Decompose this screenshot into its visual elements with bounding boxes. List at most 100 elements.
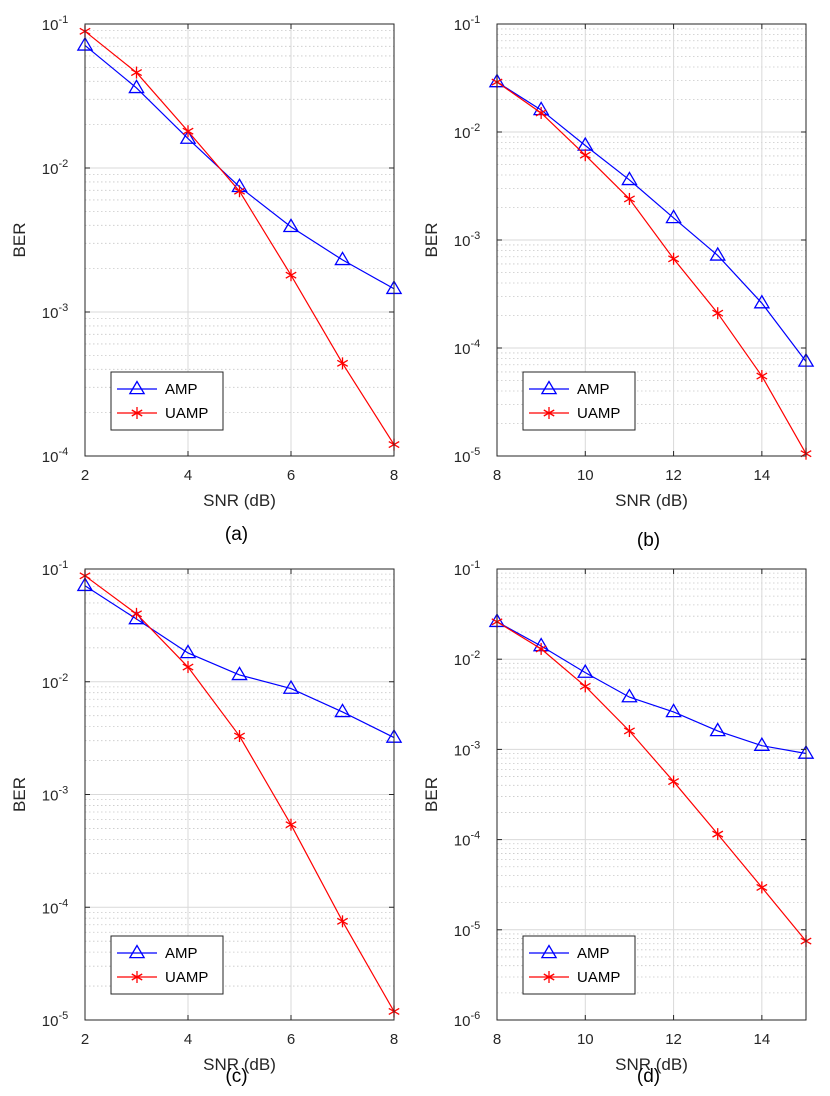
y-tick-label: 10-5 — [454, 920, 480, 940]
data-point-amp — [282, 218, 300, 233]
series-line-uamp — [496, 81, 807, 455]
legend-label: UAMP — [165, 405, 208, 422]
series-uamp — [491, 615, 812, 948]
data-point-uamp — [535, 106, 547, 119]
legend-label: AMP — [577, 381, 610, 398]
data-point-amp — [621, 688, 638, 703]
y-tick-base: 10 — [454, 562, 471, 579]
y-tick-exponent: -4 — [58, 446, 68, 458]
y-tick-base: 10 — [42, 161, 59, 178]
axes-box — [496, 568, 807, 1021]
y-tick-base: 10 — [454, 449, 471, 466]
data-point-amp — [665, 209, 682, 224]
data-point-uamp — [233, 185, 246, 198]
legend-box — [522, 935, 636, 995]
data-point-uamp — [535, 642, 547, 655]
y-tick-label: 10-3 — [454, 230, 480, 250]
x-axis-label: SNR (dB) — [203, 1055, 276, 1074]
y-tick-exponent: -4 — [470, 830, 480, 842]
data-point-amp — [128, 79, 145, 94]
y-tick-base: 10 — [42, 17, 59, 34]
x-tick-label: 8 — [493, 1031, 501, 1048]
x-tick-label: 14 — [754, 1031, 771, 1048]
panel-caption: (d) — [637, 1066, 660, 1087]
data-point-amp — [231, 666, 248, 681]
x-tick-label: 8 — [390, 467, 398, 484]
y-tick-label: 10-1 — [454, 559, 480, 579]
data-point-uamp — [579, 149, 591, 162]
data-point-amp — [753, 294, 771, 309]
legend-label: UAMP — [165, 969, 208, 986]
y-tick-label: 10-2 — [454, 649, 480, 669]
legend: AMP UAMP — [110, 935, 224, 995]
y-tick-label: 10-1 — [42, 559, 68, 579]
y-tick-exponent: -4 — [470, 338, 480, 350]
data-point-amp — [665, 703, 682, 718]
legend: AMP UAMP — [522, 371, 636, 431]
x-tick-label: 6 — [287, 467, 295, 484]
x-axis-label: SNR (dB) — [203, 491, 276, 510]
x-tick-label: 8 — [493, 467, 501, 484]
minor-grid — [497, 28, 806, 424]
data-point-uamp — [756, 370, 768, 383]
data-point-amp — [179, 644, 197, 659]
y-axis-label: BER — [422, 777, 441, 812]
legend-label: AMP — [577, 945, 610, 962]
y-tick-base: 10 — [454, 17, 471, 34]
data-point-uamp — [579, 680, 591, 693]
x-tick-label: 12 — [665, 467, 682, 484]
y-tick-exponent: -3 — [58, 302, 68, 314]
series-uamp — [79, 569, 400, 1018]
data-point-amp — [282, 679, 300, 694]
axis-ticks — [496, 23, 806, 457]
legend-entry-amp: AMP — [117, 380, 198, 398]
x-tick-label: 12 — [665, 1031, 682, 1048]
x-tick-label: 4 — [184, 1031, 192, 1048]
y-tick-label: 10-2 — [42, 672, 68, 692]
y-tick-exponent: -2 — [470, 649, 480, 661]
legend-box — [110, 935, 224, 995]
axes-box — [84, 23, 395, 457]
legend-entry-uamp: UAMP — [529, 969, 620, 986]
x-tick-label: 8 — [390, 1031, 398, 1048]
minor-grid — [85, 30, 394, 414]
y-tick-base: 10 — [454, 742, 471, 759]
axis-ticks — [84, 568, 395, 1021]
data-point-uamp — [182, 125, 194, 138]
x-axis-label: SNR (dB) — [615, 491, 688, 510]
legend: AMP UAMP — [110, 371, 224, 431]
y-tick-label: 10-4 — [42, 897, 68, 917]
y-tick-label: 10-1 — [454, 14, 480, 34]
y-tick-exponent: -5 — [470, 446, 480, 458]
legend-entry-amp: AMP — [529, 380, 610, 398]
data-point-amp — [179, 129, 197, 144]
y-tick-label: 10-1 — [42, 14, 68, 34]
legend-marker — [131, 971, 143, 983]
y-tick-exponent: -6 — [470, 1010, 480, 1022]
axis-ticks — [496, 568, 806, 1021]
y-tick-exponent: -3 — [58, 785, 68, 797]
y-tick-label: 10-5 — [454, 446, 480, 466]
data-point-uamp — [182, 661, 194, 674]
data-point-amp — [334, 251, 351, 266]
legend-entry-uamp: UAMP — [117, 969, 208, 986]
panel-caption: (b) — [637, 530, 660, 551]
data-point-amp — [621, 171, 638, 186]
legend: AMP UAMP — [522, 935, 636, 995]
data-point-uamp — [623, 724, 635, 737]
data-point-amp — [709, 722, 726, 737]
legend-marker — [543, 971, 555, 983]
legend-marker — [128, 944, 146, 959]
legend-label: UAMP — [577, 969, 620, 986]
y-tick-base: 10 — [454, 833, 471, 850]
x-tick-label: 10 — [577, 1031, 594, 1048]
y-tick-exponent: -3 — [470, 230, 480, 242]
legend-label: UAMP — [577, 405, 620, 422]
y-tick-base: 10 — [42, 562, 59, 579]
x-tick-label: 4 — [184, 467, 192, 484]
y-tick-exponent: -2 — [58, 672, 68, 684]
legend-marker — [131, 407, 143, 419]
